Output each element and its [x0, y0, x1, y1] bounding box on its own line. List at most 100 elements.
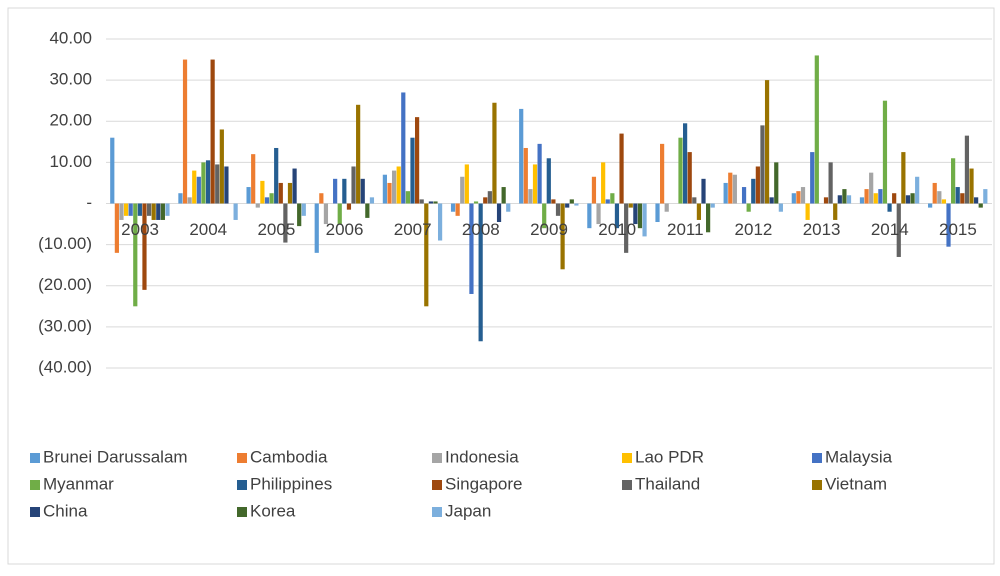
bar — [473, 201, 479, 204]
bar — [356, 104, 361, 204]
bar — [405, 191, 410, 204]
bar — [551, 199, 556, 204]
bar — [915, 176, 920, 204]
bar — [969, 168, 974, 204]
x-tick-label: 2006 — [326, 220, 364, 239]
bar — [437, 203, 443, 241]
bar — [692, 197, 697, 204]
bar — [410, 137, 415, 204]
bar — [683, 123, 688, 204]
bar — [823, 197, 829, 204]
bar — [805, 203, 810, 220]
legend-marker — [622, 453, 632, 463]
bar — [619, 133, 624, 204]
bar — [932, 182, 937, 204]
bar — [387, 182, 392, 204]
bar — [519, 108, 524, 204]
legend-marker — [812, 453, 822, 463]
bar — [182, 59, 188, 204]
bar — [192, 170, 197, 204]
bar — [882, 100, 888, 204]
x-tick-label: 2004 — [189, 220, 227, 239]
bar — [555, 203, 561, 216]
bar — [346, 203, 352, 210]
bar — [565, 203, 570, 208]
bar — [605, 199, 610, 204]
bar — [205, 160, 211, 204]
bar — [941, 199, 947, 204]
legend-label: Myanmar — [43, 474, 114, 493]
y-tick-label: (30.00) — [38, 316, 92, 335]
bar — [137, 203, 142, 216]
bar — [637, 203, 643, 229]
bar — [687, 152, 692, 204]
bar — [937, 191, 942, 204]
bar — [696, 203, 702, 220]
bar — [123, 203, 129, 216]
x-tick-label: 2003 — [121, 220, 159, 239]
bar — [928, 203, 933, 208]
bar — [678, 137, 683, 204]
bar — [746, 203, 751, 212]
bar — [424, 203, 429, 307]
bar — [419, 199, 424, 204]
bar — [369, 197, 375, 204]
bar — [983, 189, 988, 204]
bar — [478, 203, 483, 342]
bar — [333, 178, 338, 204]
legend-label: Thailand — [635, 474, 700, 493]
bar — [428, 201, 433, 204]
bar — [269, 193, 274, 204]
bar — [160, 203, 165, 220]
bar — [769, 197, 774, 204]
bar — [146, 203, 152, 216]
bar — [501, 187, 506, 204]
bar — [278, 182, 283, 204]
bar — [946, 203, 951, 247]
bar — [314, 203, 319, 253]
bar — [260, 180, 265, 204]
bar — [660, 143, 665, 204]
bar — [523, 147, 528, 204]
bar — [274, 147, 279, 204]
bar — [360, 178, 365, 204]
bar — [964, 135, 970, 204]
legend-marker — [30, 507, 40, 517]
legend-marker — [432, 453, 442, 463]
bar — [542, 203, 547, 229]
bar — [760, 125, 765, 204]
y-tick-label: 20.00 — [49, 111, 92, 130]
bar — [732, 174, 737, 204]
bar — [723, 182, 728, 204]
bar — [628, 203, 633, 208]
x-tick-label: 2008 — [462, 220, 500, 239]
bar — [655, 203, 660, 223]
bar — [201, 162, 206, 204]
bar — [905, 195, 911, 204]
bar — [951, 158, 956, 204]
bar — [892, 193, 897, 204]
legend-marker — [237, 480, 247, 490]
bar — [151, 203, 156, 220]
bar — [774, 162, 779, 204]
bar — [210, 59, 215, 204]
legend-label: Cambodia — [250, 447, 328, 466]
bar — [591, 176, 597, 204]
bar — [560, 203, 565, 270]
y-tick-label: 40.00 — [49, 28, 92, 47]
legend-label: Lao PDR — [635, 447, 704, 466]
legend-marker — [30, 480, 40, 490]
legend-marker — [432, 507, 442, 517]
x-tick-label: 2011 — [667, 220, 704, 239]
bar — [365, 203, 370, 218]
bar — [264, 197, 270, 204]
bar — [156, 203, 161, 220]
bar — [810, 152, 815, 204]
bar — [528, 189, 533, 204]
bar — [869, 172, 874, 204]
bar — [624, 203, 629, 253]
bar — [487, 191, 492, 204]
bar — [751, 178, 756, 204]
bar — [283, 203, 288, 243]
x-tick-label: 2007 — [394, 220, 432, 239]
